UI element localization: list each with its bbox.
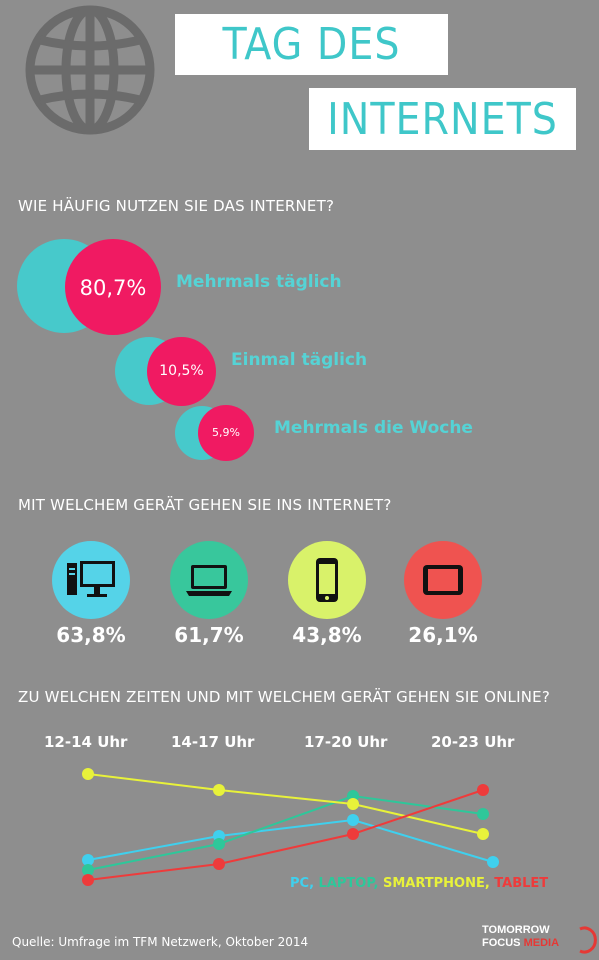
data-point-tablet <box>213 858 225 870</box>
question-device: MIT WELCHEM GERÄT GEHEN SIE INS INTERNET… <box>18 496 392 514</box>
data-point-tablet <box>347 828 359 840</box>
device-tablet <box>404 541 482 619</box>
device-smartphone <box>288 541 366 619</box>
pct-value: 80,7% <box>79 276 147 300</box>
bubble-pct <box>65 239 161 335</box>
logo-line-2a: FOCUS <box>482 937 524 949</box>
data-point-tablet <box>82 874 94 886</box>
legend-smartphone: SMARTPHONE <box>382 876 485 891</box>
brand-logo: TOMORROW FOCUS MEDIA <box>482 924 559 950</box>
data-point-smartphone <box>347 798 359 810</box>
chart-legend: PC, LAPTOP, SMARTPHONE, TABLET <box>290 876 548 891</box>
desktop-pc-icon <box>67 561 115 597</box>
question-usage-frequency: WIE HÄUFIG NUTZEN SIE DAS INTERNET? <box>18 197 335 215</box>
device-pct-pc: 63,8% <box>56 623 126 647</box>
x-tick-label: 12-14 Uhr <box>44 733 128 751</box>
laptop-icon <box>186 565 232 596</box>
pct-value: 5,9% <box>212 426 240 439</box>
legend-pc: PC <box>290 876 310 891</box>
data-point-laptop <box>477 808 489 820</box>
bubble-pct <box>198 405 254 461</box>
page-title-line-1: TAG DES <box>175 14 448 75</box>
legend-laptop: LAPTOP <box>318 876 374 891</box>
data-point-smartphone <box>477 828 489 840</box>
smartphone-icon <box>316 558 338 602</box>
device-pct-smartphone: 43,8% <box>292 623 362 647</box>
source-note: Quelle: Umfrage im TFM Netzwerk, Oktober… <box>12 935 309 949</box>
x-tick-label: 17-20 Uhr <box>304 733 388 751</box>
data-point-pc <box>487 856 499 868</box>
data-point-pc <box>82 854 94 866</box>
x-tick-label: 20-23 Uhr <box>431 733 515 751</box>
data-point-tablet <box>477 784 489 796</box>
series-line-tablet <box>87 789 484 881</box>
x-tick-label: 14-17 Uhr <box>171 733 255 751</box>
data-point-pc <box>347 814 359 826</box>
device-laptop <box>170 541 248 619</box>
legend-separator: , <box>484 876 495 891</box>
globe-icon <box>25 5 155 135</box>
legend-tablet: TABLET <box>494 876 549 891</box>
tablet-icon <box>423 565 463 595</box>
device-pct-laptop: 61,7% <box>174 623 244 647</box>
legend-separator: , <box>309 876 319 891</box>
page-title-line-2: INTERNETS <box>309 88 576 150</box>
data-point-laptop <box>213 838 225 850</box>
question-time-device: ZU WELCHEN ZEITEN UND MIT WELCHEM GERÄT … <box>18 688 550 706</box>
bubble-pct <box>147 337 216 406</box>
series-line-smartphone <box>87 773 484 835</box>
data-point-smartphone <box>213 784 225 796</box>
frequency-label: Mehrmals die Woche <box>274 418 473 438</box>
logo-line-2b: MEDIA <box>523 937 560 949</box>
frequency-label: Einmal täglich <box>231 350 368 370</box>
device-pc <box>52 541 130 619</box>
logo-line-1: TOMORROW <box>482 924 550 936</box>
device-pct-tablet: 26,1% <box>408 623 478 647</box>
legend-separator: , <box>373 876 383 891</box>
logo-ring-icon <box>579 926 597 954</box>
series-line-pc <box>87 818 494 863</box>
data-point-laptop <box>82 864 94 876</box>
pct-value: 10,5% <box>159 363 204 379</box>
data-point-smartphone <box>82 768 94 780</box>
frequency-label: Mehrmals täglich <box>176 272 342 292</box>
series-line-laptop <box>87 794 484 871</box>
line-chart <box>82 768 499 886</box>
